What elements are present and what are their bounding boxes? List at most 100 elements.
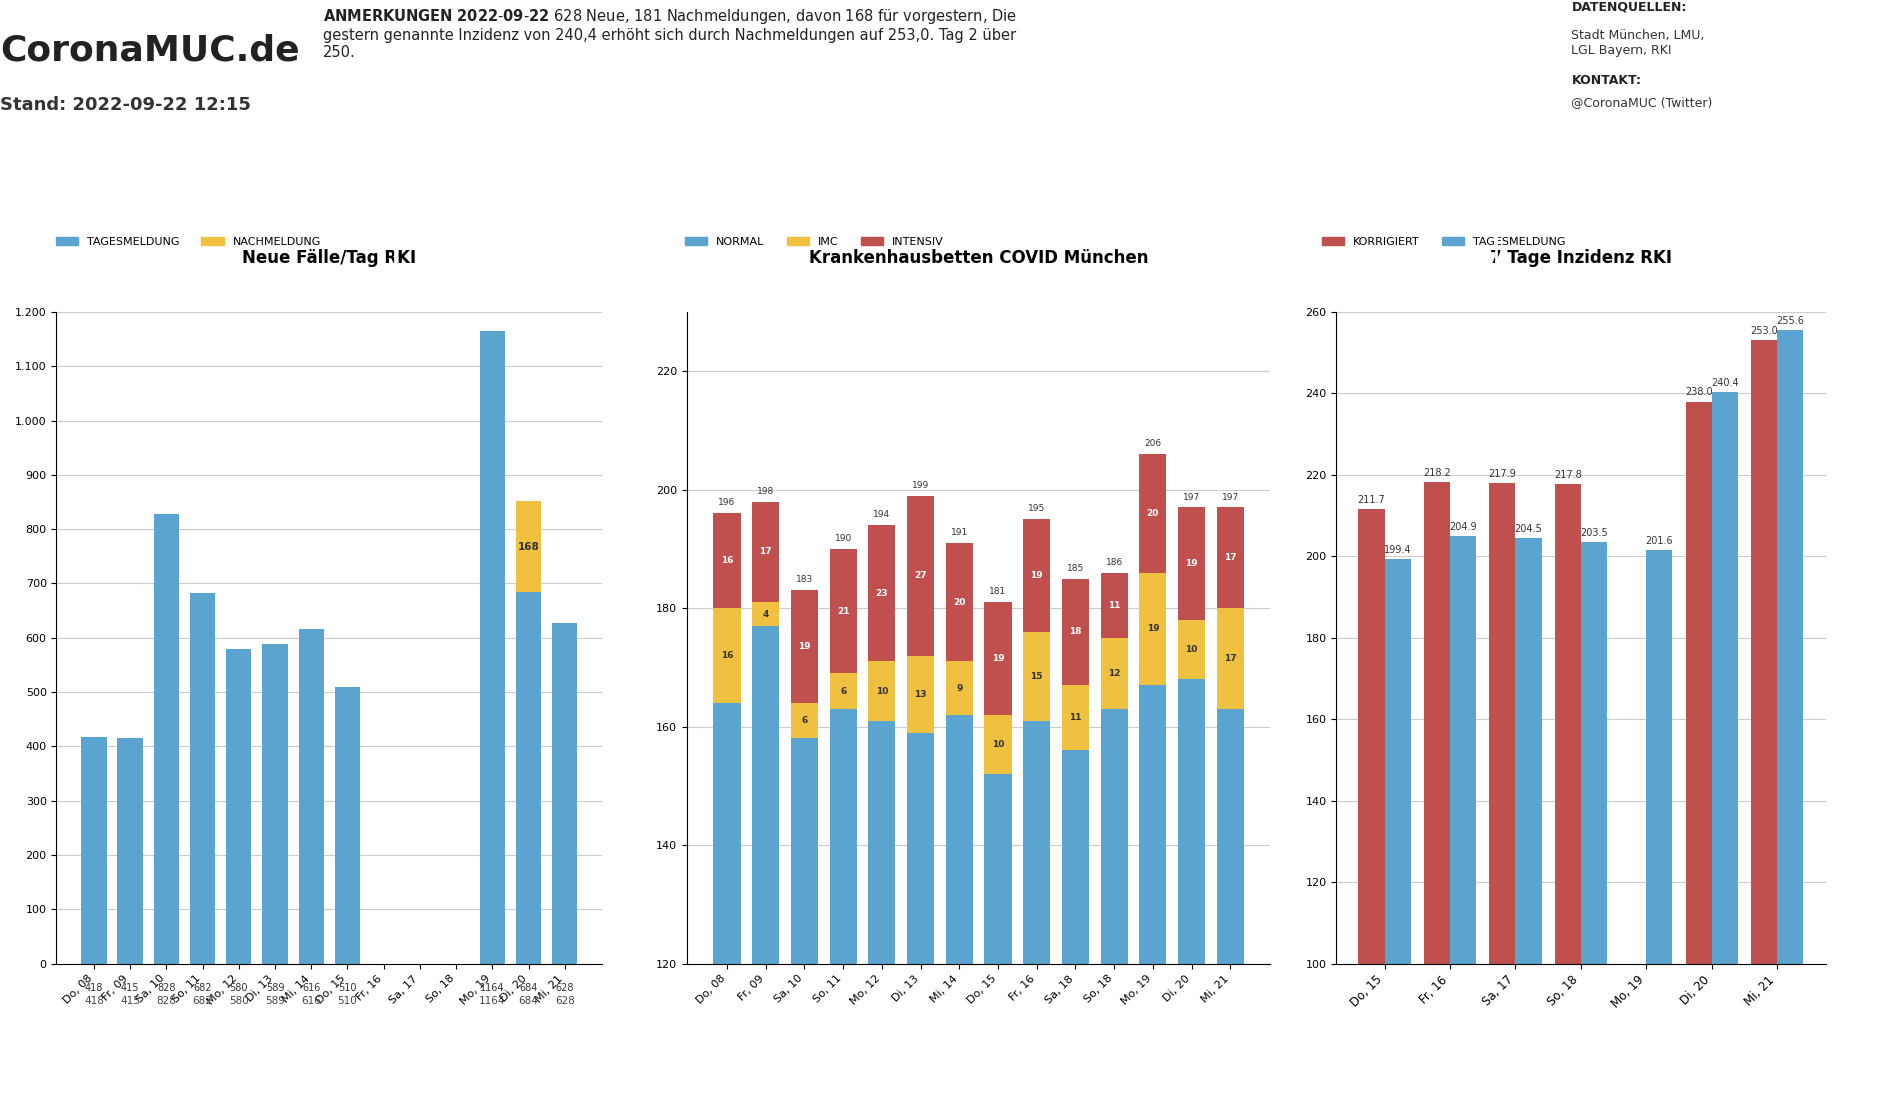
Bar <box>830 709 856 1114</box>
Text: 9: 9 <box>956 684 962 693</box>
Bar <box>713 703 740 1114</box>
Bar <box>790 590 819 703</box>
Text: 196: 196 <box>719 498 736 508</box>
Text: 197: 197 <box>1221 492 1238 501</box>
Bar <box>1101 709 1127 1114</box>
Text: 190: 190 <box>834 534 853 543</box>
Text: 183: 183 <box>796 576 813 585</box>
Text: 10: 10 <box>875 686 888 695</box>
Text: TODESFÄLLE: TODESFÄLLE <box>248 150 344 164</box>
Text: 185: 185 <box>1067 564 1084 573</box>
Title: Krankenhausbetten COVID München: Krankenhausbetten COVID München <box>809 250 1148 267</box>
Text: 23: 23 <box>875 589 888 598</box>
Bar <box>1139 573 1167 685</box>
Text: 11: 11 <box>1069 713 1082 722</box>
Text: 16: 16 <box>721 651 734 659</box>
Text: +1: +1 <box>262 178 331 222</box>
Bar <box>1218 508 1244 608</box>
Text: * Genesene:  7 Tages Durchschnitt der Summe RKI vor 10 Tagen | $\bf{Aktuell\ Inf: * Genesene: 7 Tages Durchschnitt der Sum… <box>472 1064 1410 1084</box>
Bar <box>1713 392 1737 1114</box>
Text: 415: 415 <box>120 996 139 1006</box>
Bar <box>947 662 973 715</box>
Bar <box>1359 509 1385 1114</box>
Text: 628: 628 <box>555 996 574 1006</box>
Text: 199.4: 199.4 <box>1383 545 1412 555</box>
Text: 1164: 1164 <box>480 983 504 993</box>
Bar <box>713 514 740 608</box>
Bar <box>335 686 359 964</box>
Bar <box>1750 341 1777 1114</box>
Text: 201.6: 201.6 <box>1645 536 1673 546</box>
Text: DATENQUELLEN:: DATENQUELLEN: <box>1571 0 1686 13</box>
Text: 6: 6 <box>839 686 847 695</box>
Text: INTENSIV: INTENSIV <box>1061 254 1120 266</box>
Text: 211.7: 211.7 <box>1357 495 1385 505</box>
Text: 197: 197 <box>1184 492 1201 501</box>
Text: 199: 199 <box>913 480 930 490</box>
Bar <box>868 721 896 1114</box>
Text: 18: 18 <box>1069 627 1082 636</box>
Text: Gesamt: 633.931: Gesamt: 633.931 <box>45 254 152 266</box>
Text: 628: 628 <box>555 983 574 993</box>
Bar <box>1777 330 1803 1114</box>
Bar <box>830 549 856 673</box>
Bar <box>1647 550 1673 1114</box>
Text: 238.0: 238.0 <box>1684 388 1713 398</box>
Text: 12: 12 <box>1108 668 1120 677</box>
Legend: NORMAL, IMC, INTENSIV: NORMAL, IMC, INTENSIV <box>681 233 949 252</box>
Text: 240.4: 240.4 <box>1711 378 1739 388</box>
Bar <box>1024 632 1050 721</box>
Text: 6: 6 <box>802 716 807 725</box>
Text: 17: 17 <box>1223 654 1236 663</box>
Text: Quelle: CoronaMUC
LMU: 1,09 2022-09-20: Quelle: CoronaMUC LMU: 1,09 2022-09-20 <box>1276 238 1406 266</box>
Text: 580: 580 <box>230 983 248 993</box>
Text: 217.8: 217.8 <box>1555 470 1581 480</box>
Bar <box>790 703 819 739</box>
Bar <box>516 501 542 593</box>
Text: Gesamt: 2.217: Gesamt: 2.217 <box>250 254 343 266</box>
Text: 204.5: 204.5 <box>1515 524 1543 534</box>
Text: 1,14: 1,14 <box>1289 179 1393 221</box>
Text: 197: 197 <box>710 184 796 225</box>
Title: Neue Fälle/Tag RKI: Neue Fälle/Tag RKI <box>243 250 416 267</box>
Bar <box>1555 483 1581 1114</box>
Text: 684: 684 <box>519 983 538 993</box>
Text: 589: 589 <box>265 996 284 1006</box>
Bar <box>753 603 779 626</box>
Title: 7 Tage Inzidenz RKI: 7 Tage Inzidenz RKI <box>1491 250 1671 267</box>
Bar <box>1101 637 1127 709</box>
Text: 19: 19 <box>1031 571 1043 580</box>
Bar <box>1139 455 1167 573</box>
Text: 253.0: 253.0 <box>1750 326 1778 336</box>
Bar <box>907 733 933 1114</box>
Text: AKTUELL INFIZIERTE*: AKTUELL INFIZIERTE* <box>448 150 606 164</box>
Text: 194: 194 <box>873 510 890 519</box>
Bar <box>1218 608 1244 709</box>
Text: 589: 589 <box>265 983 284 993</box>
Text: 1164: 1164 <box>480 996 506 1006</box>
Bar <box>190 594 215 964</box>
Bar <box>1061 751 1090 1114</box>
Text: INZIDENZ RKI: INZIDENZ RKI <box>1602 150 1701 164</box>
Text: 828: 828 <box>156 983 175 993</box>
Text: 218.2: 218.2 <box>1423 468 1451 478</box>
Text: 191: 191 <box>950 528 967 537</box>
Legend: TAGESMELDUNG, NACHMELDUNG: TAGESMELDUNG, NACHMELDUNG <box>51 233 326 252</box>
Bar <box>984 715 1011 774</box>
Bar <box>1061 685 1090 751</box>
Bar <box>1178 680 1204 1114</box>
Text: 13: 13 <box>915 690 926 698</box>
Text: 616: 616 <box>301 983 320 993</box>
Bar <box>1024 721 1050 1114</box>
Bar <box>1218 709 1244 1114</box>
Bar <box>1178 620 1204 680</box>
Bar <box>226 648 252 964</box>
Text: 4: 4 <box>762 609 770 618</box>
Text: Di-Sa, nicht nach
Feiertagen: Di-Sa, nicht nach Feiertagen <box>1602 238 1701 266</box>
Bar <box>1061 578 1090 685</box>
Bar <box>117 739 143 964</box>
Bar <box>1024 519 1050 632</box>
Bar <box>1489 483 1515 1114</box>
Text: 510: 510 <box>339 983 358 993</box>
Text: Genesene: 627.368: Genesene: 627.368 <box>465 254 589 266</box>
